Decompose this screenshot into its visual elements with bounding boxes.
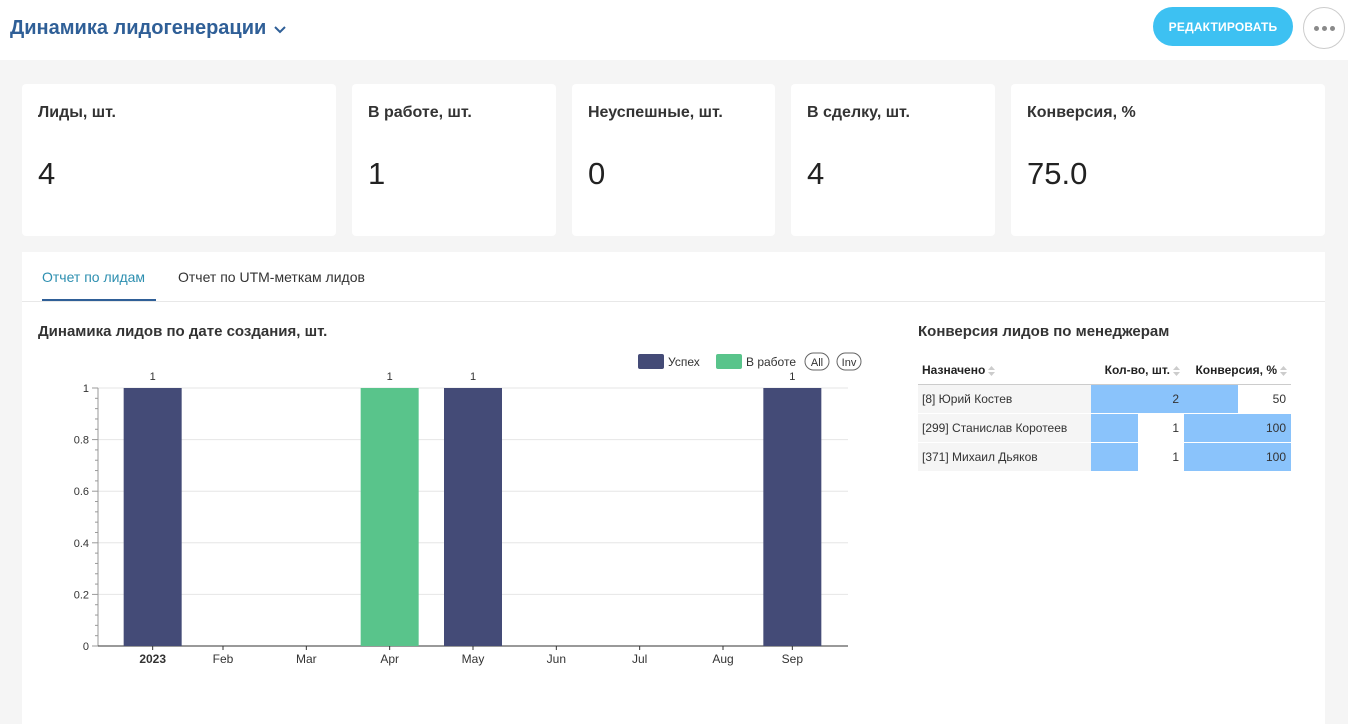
sort-icon <box>988 366 996 377</box>
leads-bar-chart: 0 0.2 0.4 0.6 0.8 1 1 2023 Feb Mar 1 Apr 1 May Jun Jul A… <box>74 352 862 666</box>
manager-conversion-table: Назначено Кол-во, шт. Конверсия, % [8] Ю… <box>918 357 1291 472</box>
kpi-label: Неуспешные, шт. <box>588 104 723 121</box>
table-row: [299] Станислав Коротеев 1 100 <box>918 413 1291 443</box>
column-header-conversion[interactable]: Конверсия, % <box>1184 357 1291 385</box>
kpi-label: В сделку, шт. <box>807 104 910 121</box>
y-tick-label: 0 <box>83 641 89 653</box>
edit-button[interactable]: РЕДАКТИРОВАТЬ <box>1153 7 1293 46</box>
kpi-card-leads: Лиды, шт. 4 <box>22 84 336 236</box>
kpi-value: 0 <box>588 156 606 191</box>
conversion-cell-value: 100 <box>1265 449 1286 464</box>
bar-apr-in-progress <box>360 388 419 646</box>
kpi-value: 75.0 <box>1027 156 1088 191</box>
conversion-cell-bar <box>1184 384 1238 413</box>
y-tick-label: 0.6 <box>74 486 89 498</box>
legend-button-label: Inv <box>842 357 857 369</box>
count-cell-bar <box>1091 442 1138 471</box>
y-tick-label: 0.4 <box>74 538 89 550</box>
column-header-label: Назначено <box>922 363 986 378</box>
legend-swatch <box>716 354 742 369</box>
kpi-card-in-progress: В работе, шт. 1 <box>352 84 556 236</box>
kpi-label: В работе, шт. <box>368 104 472 121</box>
table-title: Конверсия лидов по менеджерам <box>918 323 1170 340</box>
x-tick-label: Mar <box>296 652 317 666</box>
kpi-card-unsuccessful: Неуспешные, шт. 0 <box>572 84 775 236</box>
table-row: [8] Юрий Костев 2 50 <box>918 384 1291 414</box>
y-tick-label: 1 <box>83 383 89 395</box>
count-cell-value: 2 <box>1172 391 1179 406</box>
active-tab-indicator <box>42 299 156 301</box>
kpi-card-conversion: Конверсия, % 75.0 <box>1011 84 1325 236</box>
kpi-value: 1 <box>368 156 386 191</box>
conversion-cell: 50 <box>1184 384 1291 414</box>
x-tick-label: Aug <box>712 652 733 666</box>
conversion-cell-bar <box>1184 413 1291 442</box>
count-cell-bar <box>1091 384 1184 413</box>
data-label: 1 <box>387 371 393 383</box>
count-cell: 1 <box>1091 413 1184 443</box>
kpi-card-to-deal: В сделку, шт. 4 <box>791 84 995 236</box>
legend-button-label: All <box>811 357 823 369</box>
count-cell-bar <box>1091 413 1138 442</box>
sort-icon <box>1173 366 1180 377</box>
dashboard-title-dropdown[interactable]: Динамика лидогенерации <box>10 17 287 40</box>
conversion-cell-value: 100 <box>1265 420 1286 435</box>
manager-name-cell: [8] Юрий Костев <box>918 384 1091 414</box>
manager-name-cell: [371] Михаил Дьяков <box>918 442 1091 472</box>
table-header-row: Назначено Кол-во, шт. Конверсия, % <box>918 357 1291 385</box>
count-cell-value: 1 <box>1172 420 1179 435</box>
bar-sep-success <box>763 388 822 646</box>
column-header-assigned[interactable]: Назначено <box>918 357 1091 385</box>
dashboard-title: Динамика лидогенерации <box>10 17 267 39</box>
data-label: 1 <box>470 371 476 383</box>
y-tick-label: 0.2 <box>74 589 89 601</box>
x-tick-label: Sep <box>782 652 804 666</box>
legend-button-inv[interactable] <box>836 352 862 371</box>
x-tick-label: Apr <box>380 652 399 666</box>
count-cell: 2 <box>1091 384 1184 414</box>
kpi-label: Лиды, шт. <box>38 104 116 121</box>
tab-utm-report[interactable]: Отчет по UTM-меткам лидов <box>178 269 365 285</box>
count-cell-value: 1 <box>1172 449 1179 464</box>
legend-button-all[interactable] <box>804 352 830 371</box>
legend-label: Успех <box>668 355 700 369</box>
conversion-cell-value: 50 <box>1272 391 1286 406</box>
conversion-cell: 100 <box>1184 413 1291 443</box>
more-dot <box>1321 25 1327 31</box>
chart-title: Динамика лидов по дате создания, шт. <box>38 323 328 340</box>
x-tick-label: May <box>462 652 485 666</box>
more-options-button[interactable] <box>1303 7 1345 49</box>
legend-label: В работе <box>746 355 796 369</box>
tab-leads-report[interactable]: Отчет по лидам <box>42 269 146 285</box>
x-tick-label: Jun <box>547 652 566 666</box>
more-dot <box>1329 25 1335 31</box>
bar-2023-success <box>123 388 182 646</box>
sort-icon <box>1280 366 1287 377</box>
y-tick-label: 0.8 <box>74 435 89 447</box>
table-body: [8] Юрий Костев 2 50 [299] Станислав Короте… <box>918 384 1291 472</box>
kpi-value: 4 <box>38 156 56 191</box>
legend-swatch <box>638 354 664 369</box>
x-tick-label: Jul <box>632 652 647 666</box>
dashboard-header: Динамика лидогенерации РЕДАКТИРОВАТЬ <box>0 0 1348 60</box>
x-tick-label: 2023 <box>139 652 166 666</box>
column-header-label: Кол-во, шт. <box>1104 363 1170 378</box>
bar-may-success <box>444 388 502 646</box>
kpi-label: Конверсия, % <box>1027 104 1136 121</box>
chevron-down-icon <box>274 25 287 33</box>
conversion-cell-bar <box>1184 442 1291 471</box>
data-label: 1 <box>150 371 156 383</box>
manager-name-cell: [299] Станислав Коротеев <box>918 413 1091 443</box>
report-panel: Отчет по лидам Отчет по UTM-меткам лидов… <box>22 252 1325 724</box>
column-header-label: Конверсия, % <box>1195 363 1277 378</box>
count-cell: 1 <box>1091 442 1184 472</box>
x-tick-label: Feb <box>213 652 234 666</box>
conversion-cell: 100 <box>1184 442 1291 472</box>
column-header-count[interactable]: Кол-во, шт. <box>1091 357 1184 385</box>
more-dots-icon <box>1313 25 1319 31</box>
kpi-value: 4 <box>807 156 825 191</box>
report-tabs: Отчет по лидам Отчет по UTM-меткам лидов <box>22 252 1325 302</box>
table-row: [371] Михаил Дьяков 1 100 <box>918 442 1291 472</box>
data-label: 1 <box>789 371 795 383</box>
